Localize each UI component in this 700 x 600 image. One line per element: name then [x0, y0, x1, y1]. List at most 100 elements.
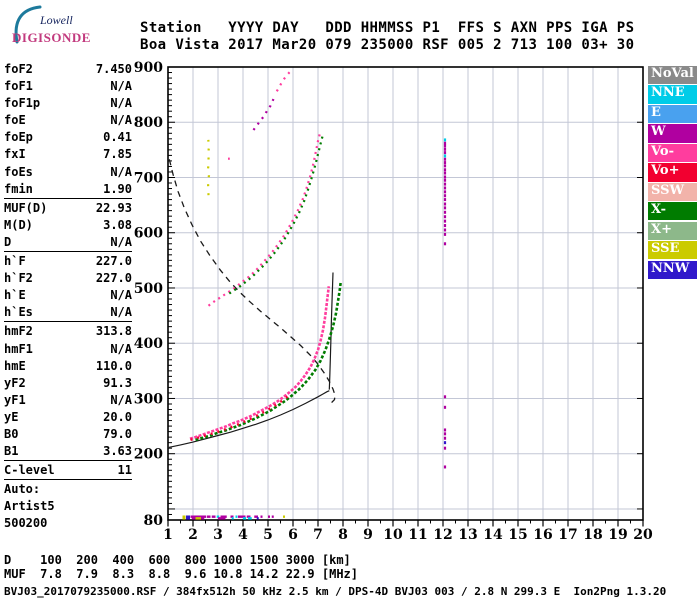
param-value: N/A: [110, 164, 132, 179]
parameter-panel: foF2 7.450 foF1 N/A foF1p N/A foE N/A foEp 0.41 fx…: [4, 61, 132, 533]
x-axis-label: 10: [383, 527, 403, 543]
plot-border: [167, 66, 644, 521]
param-row-yF2: yF2 91.3: [4, 375, 132, 392]
rfi-dot: [443, 157, 447, 161]
param-label: h`F: [4, 254, 26, 269]
d-scale-line: D 100 200 400 600 800 1000 1500 3000 [km…: [4, 553, 351, 567]
param-label: foF1p: [4, 96, 41, 111]
param-label: B0: [4, 426, 19, 441]
param-value: N/A: [110, 234, 132, 249]
x-axis-label: 12: [433, 527, 452, 543]
param-value: 20.0: [103, 409, 132, 424]
noise-band-segment: [283, 515, 285, 518]
logo-lowell-text: Lowell: [40, 13, 73, 27]
param-label: 500200: [4, 516, 48, 531]
param-row-hmE: hmE 110.0: [4, 358, 132, 375]
param-label: h`Es: [4, 305, 33, 320]
rfi-dot: [443, 186, 447, 190]
rfi-dot: [443, 232, 447, 236]
trace-third-hop-pink: [275, 70, 292, 92]
y-axis-label: 80: [144, 513, 164, 529]
param-row-hF: h`F 227.0: [4, 253, 132, 270]
panel-divider: [4, 321, 132, 323]
param-value: 22.93: [95, 200, 132, 215]
rfi-dot: [443, 395, 447, 399]
param-label: B1: [4, 444, 19, 459]
x-axis-label: 20: [633, 527, 653, 543]
legend-item-Vo: Vo+: [648, 163, 697, 182]
rfi-dot: [443, 405, 447, 409]
param-label: foEs: [4, 164, 33, 179]
x-axis-label: 16: [533, 527, 552, 543]
param-value: N/A: [110, 79, 132, 94]
param-row-hF2: h`F2 227.0: [4, 270, 132, 287]
noise-band-segment: [216, 515, 220, 518]
param-value: N/A: [110, 305, 132, 320]
rfi-dot: [443, 446, 447, 450]
rfi-dot: [443, 144, 447, 148]
noise-band-segment: [248, 517, 252, 520]
param-row-foF2: foF2 7.450: [4, 61, 132, 78]
param-row-yF1: yF1 N/A: [4, 392, 132, 409]
noise-band-segment: [231, 517, 234, 520]
param-row-B0: B0 79.0: [4, 426, 132, 443]
param-value: 227.0: [95, 254, 132, 269]
param-value: 7.450: [95, 62, 132, 76]
trace-sse-spread-echoes: [206, 139, 211, 196]
rfi-dot: [443, 465, 447, 469]
x-axis-label: 15: [508, 527, 527, 543]
station-header-columns: Station YYYY DAY DDD HHMMSS P1 FFS S AXN…: [140, 20, 635, 36]
noise-band-segment: [190, 515, 206, 518]
param-label: foF2: [4, 62, 33, 76]
trace-muf-transmission-curve: [168, 159, 336, 403]
param-label: hmE: [4, 358, 26, 373]
param-label: D: [4, 234, 12, 249]
param-label: M(D): [4, 217, 33, 232]
panel-divider: [4, 197, 132, 199]
rfi-dot: [443, 171, 447, 175]
param-row-MUFD: MUF(D) 22.93: [4, 200, 132, 217]
rfi-dot: [443, 428, 447, 432]
param-value: N/A: [110, 96, 132, 111]
rfi-dot: [443, 164, 447, 168]
param-row-yE: yE 20.0: [4, 409, 132, 426]
rfi-dot: [443, 202, 447, 206]
rfi-dot: [443, 138, 447, 142]
param-value: 11: [117, 463, 132, 478]
legend-item-NNE: NNE: [648, 85, 697, 104]
rfi-dot: [443, 190, 447, 194]
legend-item-X: X+: [648, 221, 697, 240]
noise-band-segment: [254, 515, 258, 518]
rfi-dot: [443, 224, 447, 228]
station-header-values: Boa Vista 2017 Mar20 079 235000 RSF 005 …: [140, 37, 635, 53]
muf-scale-line: MUF 7.8 7.9 8.3 8.8 9.6 10.8 14.2 22.9 […: [4, 567, 359, 581]
noise-band-segment: [243, 517, 246, 520]
logo-arc-icon: [14, 5, 42, 44]
x-axis-label: 2: [188, 527, 198, 543]
direction-legend: NoVal NNE E W Vo- Vo+ SSW X- X+ SSE NNW: [648, 66, 698, 280]
param-label: hmF1: [4, 341, 33, 356]
rfi-dot: [443, 194, 447, 198]
y-axis-label: 900: [134, 60, 163, 76]
param-row-D: D N/A: [4, 234, 132, 251]
legend-item-SSW: SSW: [648, 182, 697, 201]
param-label: h`F2: [4, 271, 33, 286]
param-label: yF2: [4, 375, 26, 390]
noise-band-segment: [186, 517, 190, 520]
y-axis-label: 600: [134, 226, 163, 242]
legend-item-NNW: NNW: [648, 260, 697, 279]
y-axis-label: 300: [134, 391, 163, 407]
rfi-dot: [443, 441, 447, 445]
noise-band-segment: [268, 515, 270, 518]
rfi-dot: [443, 154, 447, 158]
logo-digisonde-text: DIGISONDE: [12, 30, 91, 45]
rfi-dot: [443, 141, 447, 145]
param-row-foF1p: foF1p N/A: [4, 95, 132, 112]
rfi-dot: [443, 198, 447, 202]
trace-model-otrace-asymptote: [328, 272, 334, 390]
rfi-dot: [443, 215, 447, 219]
param-label: Artist5: [4, 499, 55, 514]
x-axis-label: 11: [408, 527, 427, 543]
rfi-dot: [443, 147, 447, 151]
